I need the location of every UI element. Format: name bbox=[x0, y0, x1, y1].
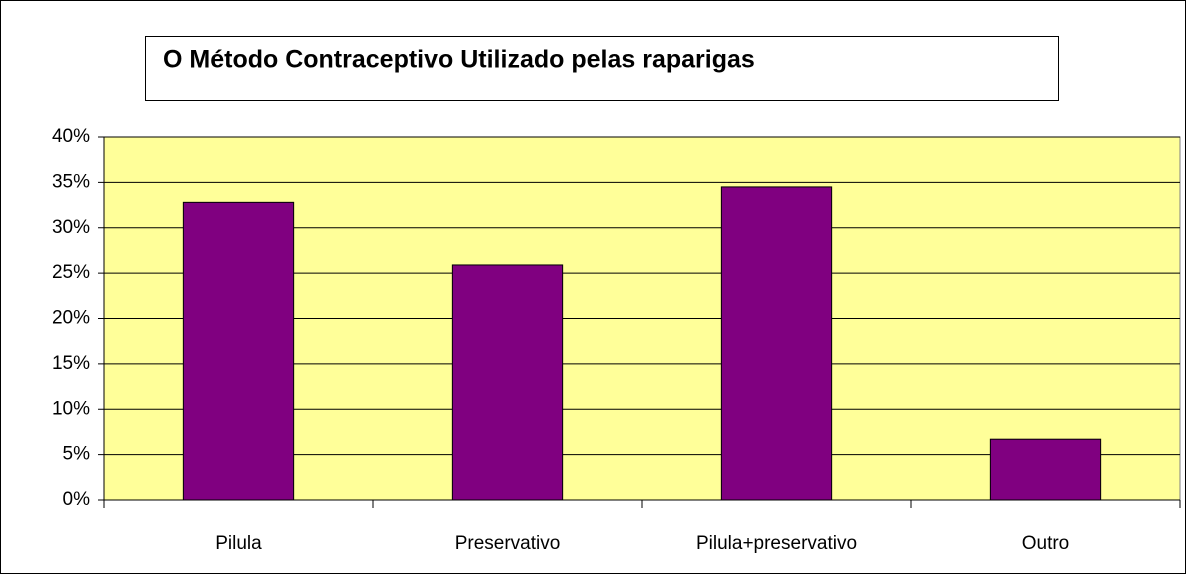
y-tick-label: 5% bbox=[63, 444, 91, 465]
bar bbox=[182, 201, 295, 501]
y-tick-label: 0% bbox=[63, 489, 91, 510]
x-tick-label: Outro bbox=[1022, 533, 1070, 554]
x-tick-label: Pilula bbox=[215, 533, 262, 554]
y-tick-label: 35% bbox=[52, 171, 90, 192]
y-tick-label: 25% bbox=[52, 262, 90, 283]
y-tick-label: 10% bbox=[52, 398, 90, 419]
x-tick-label: Preservativo bbox=[455, 533, 561, 554]
x-tick-label: Pilula+preservativo bbox=[696, 533, 857, 554]
title-box bbox=[145, 36, 1059, 101]
y-tick-label: 15% bbox=[52, 353, 90, 374]
y-tick-label: 30% bbox=[52, 217, 90, 238]
bar bbox=[720, 186, 833, 501]
chart-title: O Método Contraceptivo Utilizado pelas r… bbox=[163, 46, 755, 74]
bar bbox=[989, 438, 1102, 501]
y-tick-label: 40% bbox=[52, 126, 90, 147]
bar bbox=[451, 264, 564, 501]
y-tick-label: 20% bbox=[52, 308, 90, 329]
